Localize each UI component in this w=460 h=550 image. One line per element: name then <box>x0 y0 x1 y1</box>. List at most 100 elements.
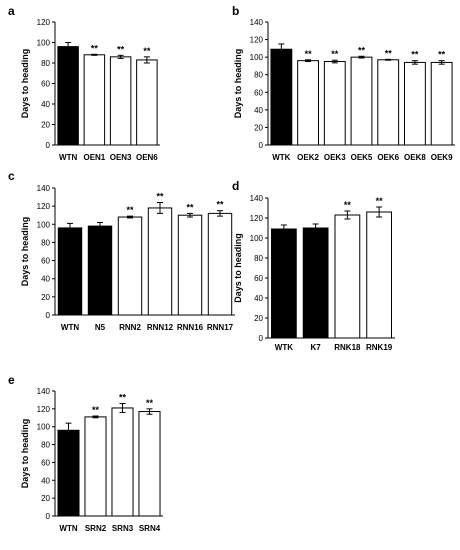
y-tick-label: 0 <box>46 512 51 521</box>
y-tick-label: 100 <box>250 53 264 62</box>
category-label: WTK <box>275 343 293 352</box>
y-tick-label: 0 <box>259 334 264 343</box>
y-tick-label: 140 <box>37 387 51 396</box>
significance-marker: ** <box>385 48 393 58</box>
y-tick-label: 100 <box>37 423 51 432</box>
y-tick-label: 20 <box>41 494 50 503</box>
y-axis-label: Days to heading <box>233 49 243 119</box>
y-tick-label: 120 <box>37 18 51 27</box>
category-label: WTN <box>59 524 77 533</box>
significance-marker: ** <box>438 50 446 60</box>
bar-oek3 <box>323 61 346 146</box>
significance-marker: ** <box>376 196 384 206</box>
significance-marker: ** <box>146 398 154 408</box>
significance-marker: ** <box>91 43 99 53</box>
significance-marker: ** <box>143 46 151 56</box>
y-tick-label: 100 <box>37 39 51 48</box>
bar-wtk <box>270 228 297 339</box>
bar-wtn <box>57 429 80 517</box>
significance-marker: ** <box>305 49 313 59</box>
bar-srn4 <box>138 411 161 517</box>
bar-srn2 <box>84 416 107 517</box>
category-label: OEN6 <box>136 153 158 162</box>
y-tick-label: 40 <box>41 476 50 485</box>
significance-marker: ** <box>186 202 194 212</box>
significance-marker: ** <box>119 393 127 403</box>
category-label: OEK2 <box>297 153 319 162</box>
category-label: OEK8 <box>404 153 426 162</box>
panel-letter: e <box>8 373 15 387</box>
y-tick-label: 60 <box>41 257 50 266</box>
y-tick-label: 140 <box>250 18 264 27</box>
y-tick-label: 140 <box>37 184 51 193</box>
y-axis-label: Days to heading <box>20 217 30 287</box>
y-tick-label: 60 <box>41 458 50 467</box>
y-tick-label: 80 <box>41 59 50 68</box>
panel-letter: c <box>8 169 15 183</box>
y-tick-label: 140 <box>250 194 264 203</box>
bar-rnn2 <box>117 216 143 316</box>
panel-letter: a <box>8 4 15 18</box>
bar-oek6 <box>377 59 400 146</box>
panel-e: e 0 20 40 60 80 100 120 140 Days to heading WTN ** S… <box>8 373 163 533</box>
bar-rnn12 <box>147 207 173 316</box>
bar-n5 <box>87 225 113 316</box>
bar-oek5 <box>350 56 373 146</box>
panel-letter: b <box>232 4 239 18</box>
y-tick-label: 40 <box>254 106 263 115</box>
y-tick-label: 60 <box>254 274 263 283</box>
significance-marker: ** <box>411 50 419 60</box>
category-label: RNN17 <box>207 323 234 332</box>
bar-wtn <box>57 227 83 316</box>
category-label: OEK9 <box>431 153 453 162</box>
category-label: SRN2 <box>85 524 107 533</box>
category-label: WTK <box>272 153 290 162</box>
category-label: K7 <box>311 343 322 352</box>
bar-oek9 <box>430 61 453 146</box>
significance-marker: ** <box>92 405 100 415</box>
bar-oek8 <box>404 61 426 146</box>
y-tick-label: 80 <box>254 71 263 80</box>
category-label: WTN <box>61 323 79 332</box>
y-tick-label: 0 <box>46 311 51 320</box>
y-tick-label: 40 <box>254 294 263 303</box>
bar-rnk18 <box>334 214 361 339</box>
significance-marker: ** <box>216 200 224 210</box>
significance-marker: ** <box>117 44 125 54</box>
significance-marker: ** <box>126 205 134 215</box>
y-tick-label: 40 <box>41 100 50 109</box>
panel-b: b 0 20 40 60 80 100 120 140 Days to heading WTK ** O… <box>232 4 455 162</box>
category-label: SRN3 <box>112 524 134 533</box>
panel-letter: d <box>232 179 239 193</box>
y-tick-label: 20 <box>254 123 263 132</box>
category-label: OEN3 <box>110 153 132 162</box>
significance-marker: ** <box>156 192 164 202</box>
bar-oen3 <box>109 56 132 146</box>
category-label: N5 <box>95 323 106 332</box>
y-tick-label: 80 <box>254 254 263 263</box>
bar-wtn <box>57 46 79 146</box>
y-tick-label: 80 <box>41 238 50 247</box>
y-tick-label: 100 <box>37 220 51 229</box>
category-label: RNK19 <box>366 343 393 352</box>
y-tick-label: 60 <box>41 80 50 89</box>
panel-c: c 0 20 40 60 80 100 120 140 Days to heading WTN N5 *… <box>8 169 235 332</box>
y-tick-label: 20 <box>41 293 50 302</box>
y-tick-label: 0 <box>46 141 51 150</box>
y-tick-label: 80 <box>41 441 50 450</box>
panel-a: a 0 20 40 60 80 100 120 Days to heading WTN ** OEN1… <box>8 4 160 162</box>
significance-marker: ** <box>358 45 366 55</box>
y-tick-label: 60 <box>254 88 263 97</box>
y-tick-label: 120 <box>250 36 264 45</box>
bar-srn3 <box>111 407 134 517</box>
y-tick-label: 40 <box>41 275 50 284</box>
bar-rnn17 <box>207 212 233 316</box>
category-label: RNN2 <box>119 323 141 332</box>
category-label: RNN16 <box>177 323 204 332</box>
y-tick-label: 20 <box>254 314 263 323</box>
category-label: WTN <box>59 153 77 162</box>
y-tick-label: 120 <box>250 214 264 223</box>
bar-wtk <box>270 48 293 146</box>
y-tick-label: 20 <box>41 121 50 130</box>
y-tick-label: 120 <box>37 405 51 414</box>
